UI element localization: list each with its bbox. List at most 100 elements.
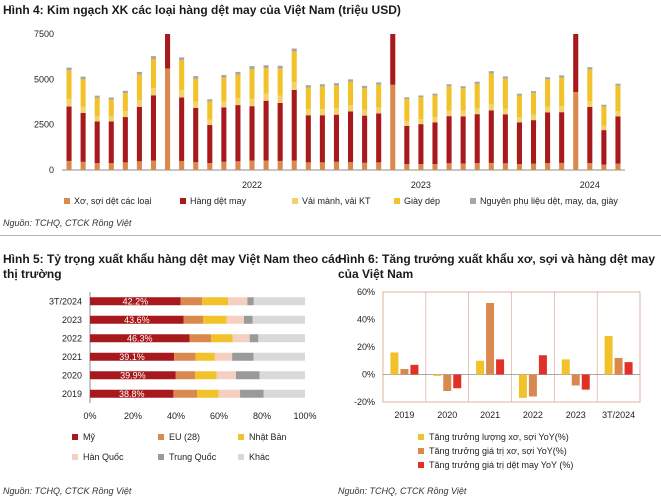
h4-bar-segment [207, 163, 213, 170]
h4-bar-segment [362, 162, 368, 170]
h4-bar-segment [559, 162, 565, 170]
h4-bar-segment [404, 125, 410, 165]
h4-bar-segment [516, 164, 522, 170]
h5-bar-segment [252, 315, 305, 324]
chart-source-h4: Nguồn: TCHQ, CTCK Rồng Việt [3, 218, 132, 228]
h5-bar-segment [226, 315, 244, 324]
h5-bar-segment [197, 389, 219, 398]
h4-bar-segment [94, 95, 100, 98]
chart-title-h5-line1: Hình 5: Tỷ trọng xuất khẩu hàng dệt may … [3, 252, 342, 266]
h4-bar-segment [235, 98, 241, 106]
h4-bar-segment [516, 117, 522, 123]
h4-bar-segment [66, 99, 72, 107]
h4-bar-segment [94, 121, 100, 164]
h4-bar-segment [530, 163, 537, 170]
h4-bar-segment [587, 106, 593, 164]
h4-bar-segment [573, 34, 579, 93]
h4-legend-label: Nguyên phụ liệu dệt, may, da, giày [480, 196, 618, 206]
h4-bar-segment [460, 116, 466, 164]
h4-bar-segment [108, 99, 114, 116]
h5-data-label: 39.1% [119, 352, 145, 362]
h4-bar-segment [404, 120, 410, 126]
h5-bar-segment [195, 352, 215, 361]
h4-bar-segment [502, 78, 508, 109]
h4-bar-segment [136, 106, 142, 162]
h5-bar-segment [214, 352, 233, 361]
h4-bar-segment [587, 69, 593, 102]
h4-bar-segment [446, 84, 452, 87]
h4-bar-segment [179, 90, 185, 98]
h5-legend-label: EU (28) [169, 432, 200, 442]
h4-bar-segment [601, 104, 607, 107]
h4-bar-segment [122, 117, 128, 163]
h4-bar-segment [474, 108, 480, 115]
h4-bar-segment [530, 120, 537, 164]
h4-bar-segment [291, 48, 297, 52]
h4-bar-segment [122, 162, 128, 170]
h5-bar-segment [249, 334, 259, 343]
h6-y-tick-label: 60% [357, 287, 375, 297]
h4-bar-segment [474, 81, 480, 84]
h4-y-tick-label: 0 [49, 165, 54, 175]
h5-bar-segment [202, 297, 229, 306]
h4-bar-segment [221, 101, 227, 108]
h4-bar-segment [446, 163, 452, 170]
h4-bar-segment [418, 97, 424, 120]
h4-bar-segment [136, 100, 142, 107]
h6-x-tick-label: 2019 [394, 410, 414, 420]
h4-bar-segment [362, 109, 368, 116]
h5-bar-segment [243, 315, 253, 324]
h5-x-tick-label: 80% [253, 411, 271, 421]
h6-x-tick-label: 3T/2024 [602, 410, 635, 420]
h4-bar-segment [66, 160, 72, 170]
h4-bar-segment [179, 97, 185, 161]
h6-legend-swatch [418, 448, 424, 454]
h4-bar-segment [432, 95, 438, 118]
h4-bar-segment [207, 101, 213, 120]
h6-bar [581, 374, 590, 390]
h5-bar-segment [253, 297, 305, 306]
h5-bar-segment [183, 315, 204, 324]
h4-bar-segment [66, 70, 72, 100]
h4-bar-segment [545, 163, 551, 170]
h4-y-tick-label: 5000 [34, 74, 54, 84]
h4-bar-segment [94, 163, 100, 170]
h4-bar-segment [418, 95, 424, 98]
h5-x-tick-label: 100% [293, 411, 316, 421]
h4-bar-segment [615, 83, 621, 86]
h4-bar-segment [235, 71, 241, 75]
h6-bar [390, 352, 399, 375]
h5-legend-label: Nhật Bản [249, 432, 287, 442]
h4-bar-segment [559, 112, 565, 163]
h4-bar-segment [615, 85, 621, 112]
h4-bar-segment [193, 107, 199, 163]
h5-legend-label: Mỹ [83, 432, 95, 442]
h4-bar-segment [319, 162, 325, 170]
h5-x-tick-label: 20% [124, 411, 142, 421]
h5-bar-segment [90, 389, 174, 398]
chart-title-h4: Hình 4: Kim ngạch XK các loại hàng dệt m… [3, 3, 401, 17]
h4-bar-segment [348, 81, 354, 106]
h4-bar-segment [235, 105, 241, 162]
h6-x-tick-label: 2021 [480, 410, 500, 420]
h4-bar-segment [404, 97, 410, 100]
h4-bar-segment [80, 76, 86, 80]
h4-bar-segment [277, 95, 283, 103]
h4-bar-segment [221, 161, 227, 170]
h4-bar-segment [80, 79, 86, 107]
h4-bar-segment [348, 162, 354, 170]
h4-bar-segment [80, 106, 86, 113]
h4-legend-label: Hàng dệt may [190, 196, 247, 206]
h4-bar-segment [319, 86, 325, 110]
h4-bar-segment [502, 108, 508, 115]
h5-bar-segment [228, 297, 248, 306]
divider-top [0, 235, 661, 236]
h4-bar-segment [601, 125, 607, 131]
h5-data-label: 42.2% [123, 296, 149, 306]
h4-bar-segment [319, 109, 325, 116]
h4-bar-segment [179, 57, 185, 61]
h4-bar-segment [530, 114, 537, 121]
h4-bar-segment [559, 77, 565, 107]
h4-bar-segment [305, 115, 311, 163]
